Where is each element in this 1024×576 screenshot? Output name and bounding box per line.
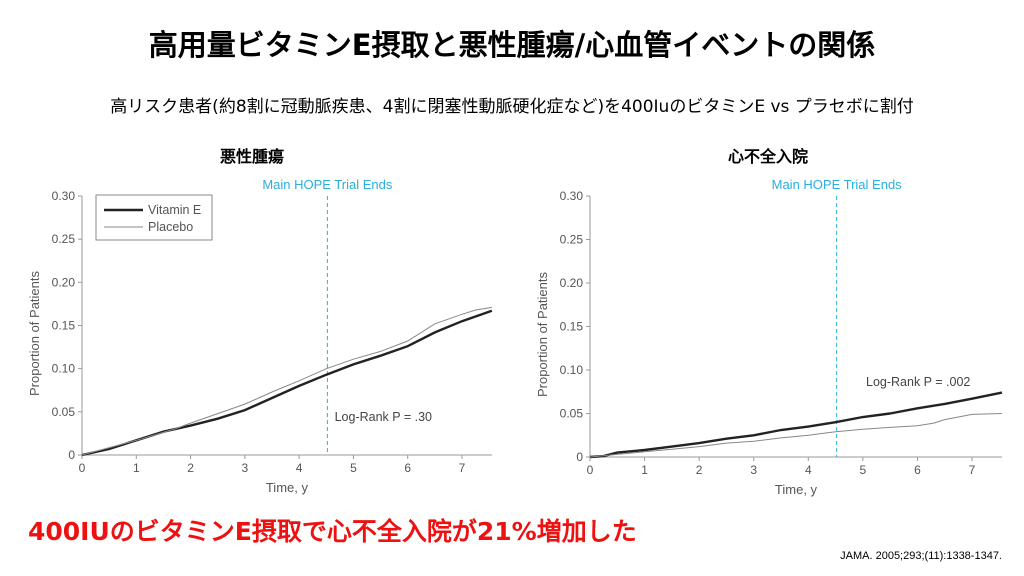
y-tick-label: 0.25 bbox=[560, 233, 584, 247]
x-tick-label: 7 bbox=[969, 463, 976, 477]
x-tick-label: 6 bbox=[404, 461, 411, 475]
y-tick-label: 0 bbox=[576, 450, 583, 464]
x-tick-label: 1 bbox=[641, 463, 648, 477]
x-tick-label: 5 bbox=[350, 461, 357, 475]
y-tick-label: 0.10 bbox=[560, 363, 584, 377]
legend-label: Placebo bbox=[148, 220, 193, 234]
series-line-vitamin-e bbox=[81, 309, 493, 457]
y-tick-label: 0.30 bbox=[560, 189, 584, 203]
x-axis-label: Time, y bbox=[266, 480, 309, 495]
slide-subtitle: 高リスク患者(約8割に冠動脈疾患、4割に閉塞性動脈硬化症など)を400Iuのビタ… bbox=[110, 97, 914, 117]
y-tick-label: 0.05 bbox=[52, 405, 76, 419]
y-tick-label: 0.20 bbox=[560, 276, 584, 290]
x-tick-label: 1 bbox=[133, 461, 140, 475]
legend-label: Vitamin E bbox=[148, 203, 201, 217]
series-line-placebo bbox=[81, 306, 492, 456]
y-axis-label: Proportion of Patients bbox=[27, 270, 42, 396]
y-tick-label: 0.05 bbox=[560, 407, 584, 421]
conclusion: 400IUのビタミンE摂取で心不全入院が21%増加した bbox=[28, 517, 637, 546]
y-tick-label: 0.30 bbox=[52, 189, 76, 203]
x-tick-label: 0 bbox=[587, 463, 594, 477]
y-tick-label: 0.20 bbox=[52, 275, 76, 289]
log-rank-annotation: Log-Rank P = .30 bbox=[335, 410, 432, 424]
x-tick-label: 2 bbox=[696, 463, 703, 477]
y-tick-label: 0.10 bbox=[52, 362, 76, 376]
x-axis-label: Time, y bbox=[775, 482, 818, 497]
x-tick-label: 4 bbox=[805, 463, 812, 477]
y-tick-label: 0 bbox=[68, 448, 75, 462]
x-tick-label: 5 bbox=[860, 463, 867, 477]
chart-title-heart-failure: 心不全入院 bbox=[728, 147, 809, 166]
y-tick-label: 0.15 bbox=[52, 319, 76, 333]
series-line-vitamin-e bbox=[589, 391, 1003, 459]
y-tick-label: 0.15 bbox=[560, 320, 584, 334]
x-tick-label: 0 bbox=[79, 461, 86, 475]
y-axis-label: Proportion of Patients bbox=[535, 271, 550, 397]
x-tick-label: 3 bbox=[750, 463, 757, 477]
x-tick-label: 4 bbox=[296, 461, 303, 475]
log-rank-annotation: Log-Rank P = .002 bbox=[866, 375, 970, 389]
trial-end-label: Main HOPE Trial Ends bbox=[262, 177, 393, 192]
x-tick-label: 6 bbox=[914, 463, 921, 477]
citation: JAMA. 2005;293;(11):1338-1347. bbox=[840, 550, 1002, 562]
legend-box bbox=[95, 194, 213, 241]
series-line-placebo bbox=[589, 413, 1003, 458]
x-tick-label: 2 bbox=[187, 461, 194, 475]
x-tick-label: 3 bbox=[242, 461, 249, 475]
slide-title: 高用量ビタミンE摂取と悪性腫瘍/心血管イベントの関係 bbox=[148, 28, 876, 62]
chart-title-cancer: 悪性腫瘍 bbox=[220, 147, 285, 166]
y-tick-label: 0.25 bbox=[52, 232, 76, 246]
x-tick-label: 7 bbox=[459, 461, 466, 475]
trial-end-label: Main HOPE Trial Ends bbox=[772, 177, 903, 192]
